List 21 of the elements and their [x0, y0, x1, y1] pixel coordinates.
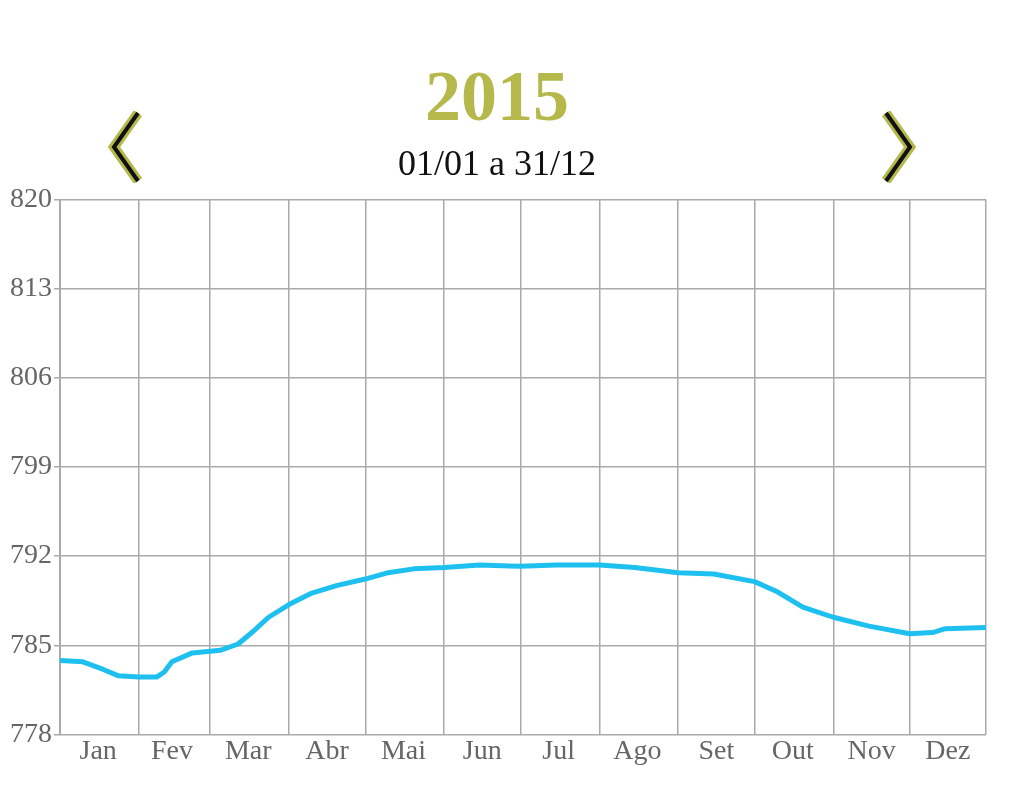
x-tick-label: Nov [847, 733, 896, 765]
x-tick-label: Jul [542, 733, 576, 765]
y-tick-label: 785 [10, 627, 52, 659]
y-tick-label: 806 [10, 360, 52, 392]
y-tick-label: 792 [10, 538, 52, 570]
x-tick-label: Set [698, 733, 735, 765]
y-tick-label: 820 [10, 181, 52, 213]
x-tick-label: Mai [380, 733, 427, 765]
x-tick-label: Ago [613, 733, 662, 765]
y-tick-label: 778 [10, 716, 52, 748]
x-tick-label: Dez [925, 733, 971, 765]
y-tick-label: 799 [10, 449, 52, 481]
chart-title: 2015 [425, 55, 569, 136]
x-tick-label: Fev [150, 733, 193, 765]
y-tick-label: 813 [10, 271, 52, 303]
x-tick-label: Out [771, 733, 814, 765]
x-tick-label: Jun [462, 733, 502, 765]
x-tick-label: Mar [224, 733, 273, 765]
chart-subtitle: 01/01 a 31/12 [398, 143, 596, 184]
x-tick-label: Jan [79, 733, 117, 765]
x-tick-label: Abr [305, 733, 350, 765]
